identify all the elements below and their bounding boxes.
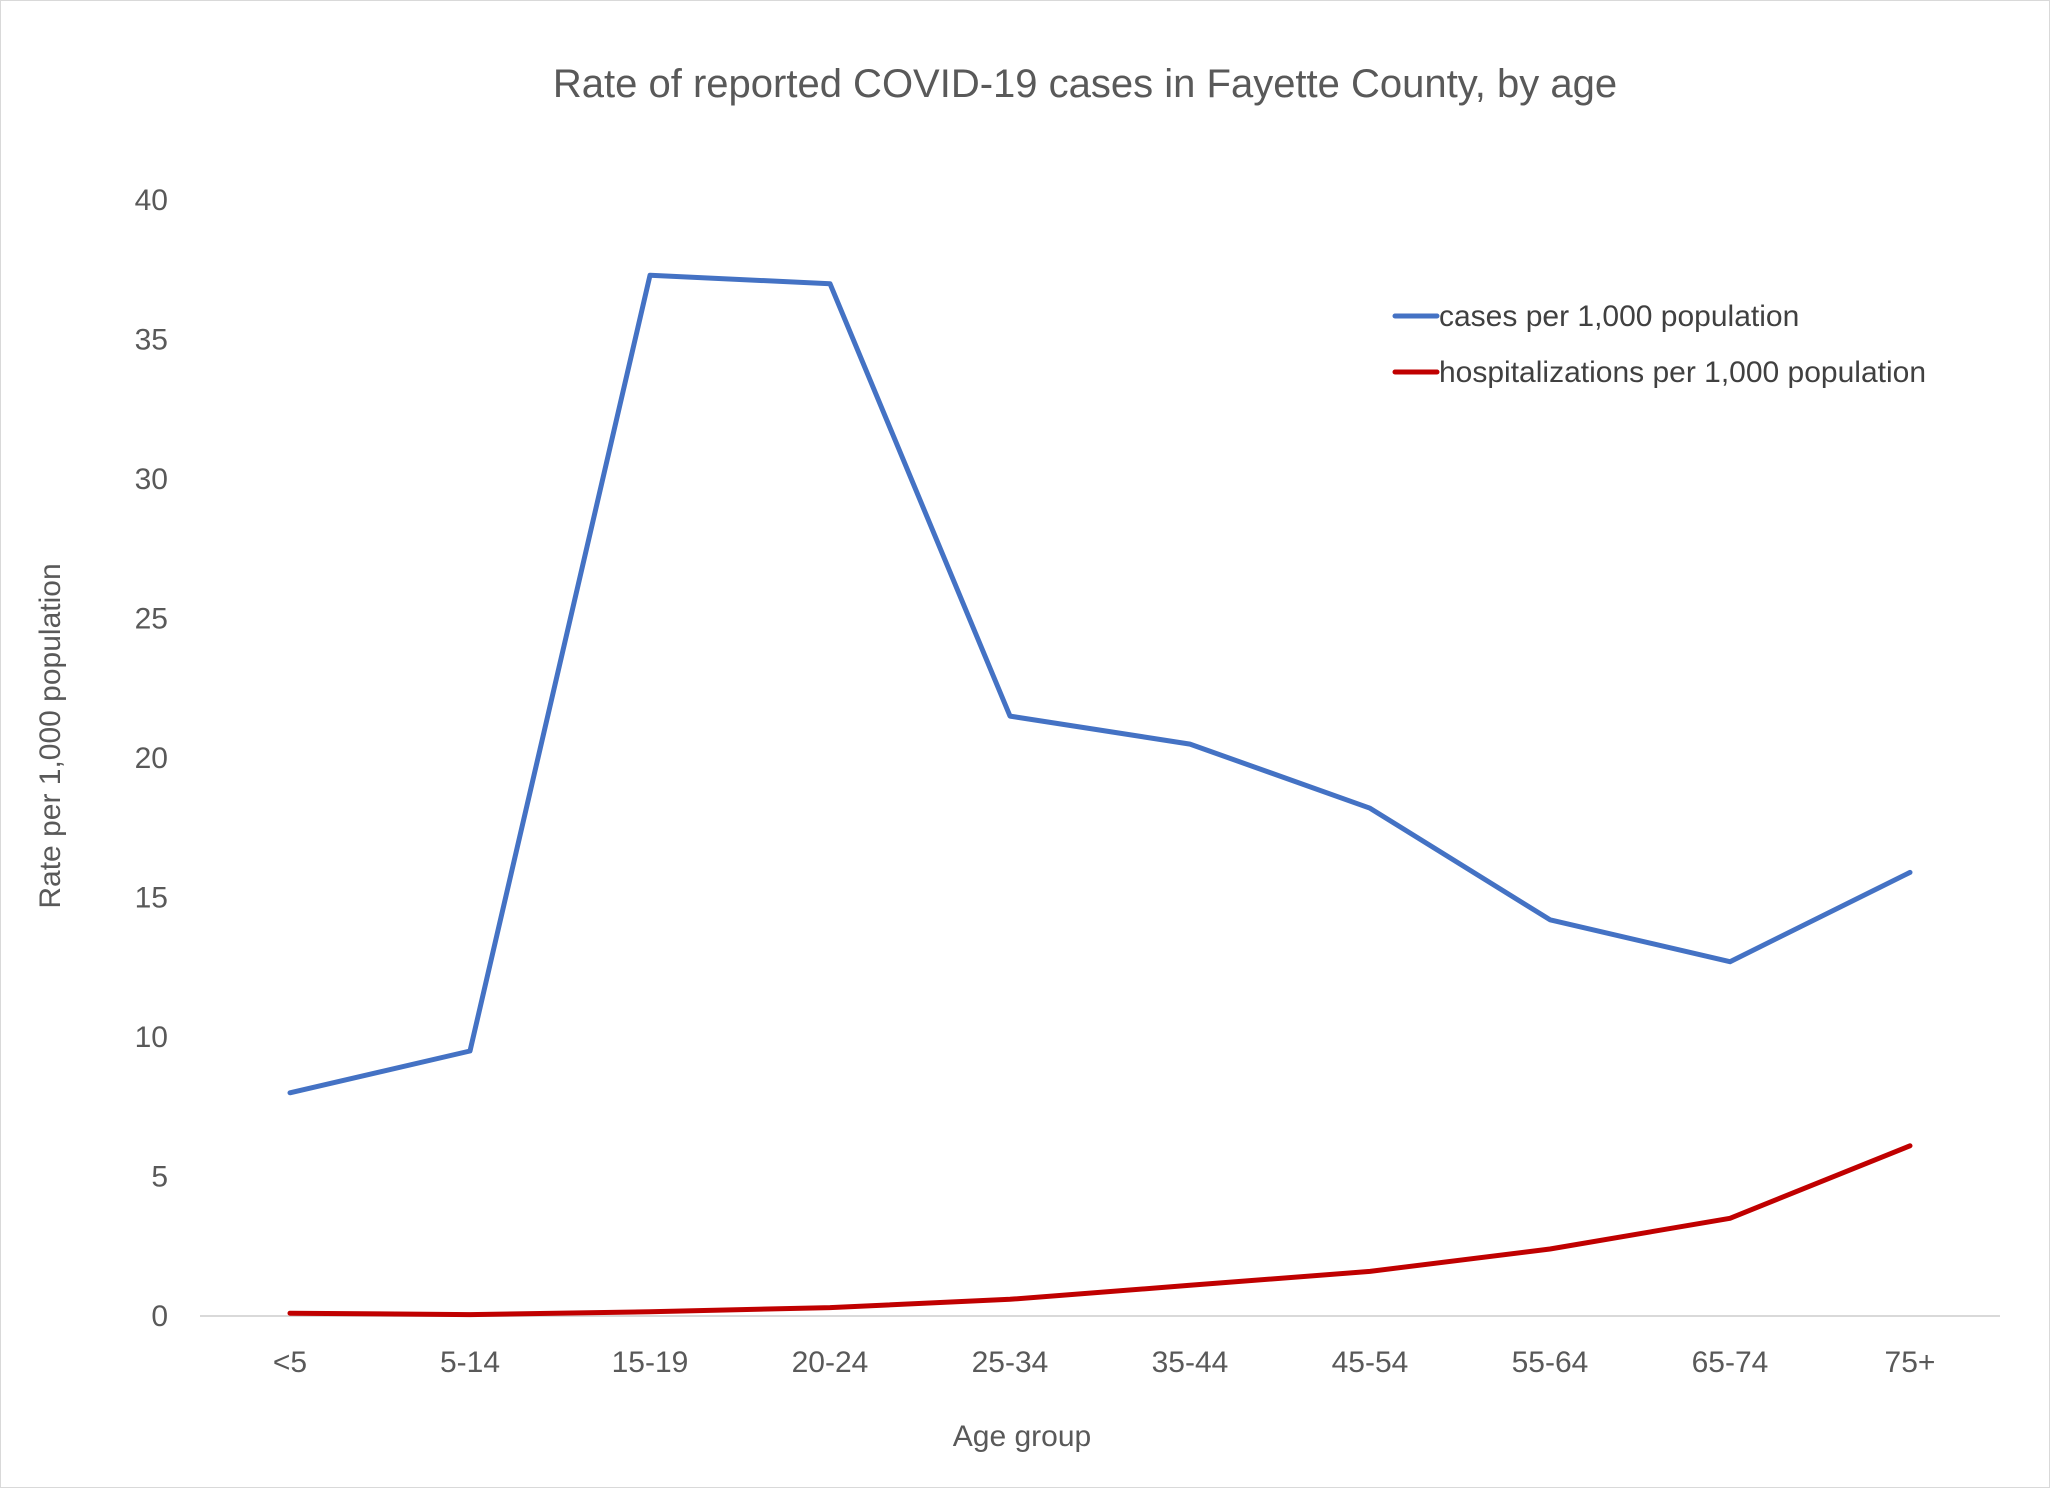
legend: cases per 1,000 population hospitalizatio… [1392,300,1926,389]
y-tick-label: 10 [135,1021,168,1054]
x-tick-label: 45-54 [1332,1346,1409,1379]
y-tick-label: 25 [135,603,168,636]
x-tick-label: 15-19 [612,1346,689,1379]
series-group [287,272,1913,1318]
x-tick-label: 5-14 [440,1346,500,1379]
y-tick-label: 30 [135,463,168,496]
legend-label: cases per 1,000 population [1439,300,1799,333]
series-line-2 [287,1143,1913,1318]
y-tick-label: 0 [151,1300,168,1333]
x-tick-label: 55-64 [1512,1346,1589,1379]
x-tick-label: <5 [273,1346,307,1379]
y-tick-label: 5 [151,1161,168,1194]
x-tick-label: 75+ [1885,1346,1936,1379]
y-tick-labels: 0 5 10 15 20 25 30 35 40 [135,184,168,1333]
x-tick-label: 65-74 [1692,1346,1769,1379]
x-tick-label: 25-34 [972,1346,1049,1379]
y-tick-label: 35 [135,324,168,357]
y-tick-label: 15 [135,882,168,915]
x-axis-title: Age group [953,1420,1091,1453]
x-tick-labels: <5 5-14 15-19 20-24 25-34 35-44 45-54 55-64 65-7… [273,1346,1936,1379]
y-axis-title: Rate per 1,000 population [34,563,67,908]
legend-label: hospitalizations per 1,000 population [1439,356,1926,389]
y-tick-label: 20 [135,742,168,775]
series-line-1 [287,272,1913,1096]
x-tick-label: 20-24 [792,1346,869,1379]
y-tick-label: 40 [135,184,168,217]
chart-title: Rate of reported COVID-19 cases in Fayet… [553,62,1617,106]
x-tick-label: 35-44 [1152,1346,1229,1379]
